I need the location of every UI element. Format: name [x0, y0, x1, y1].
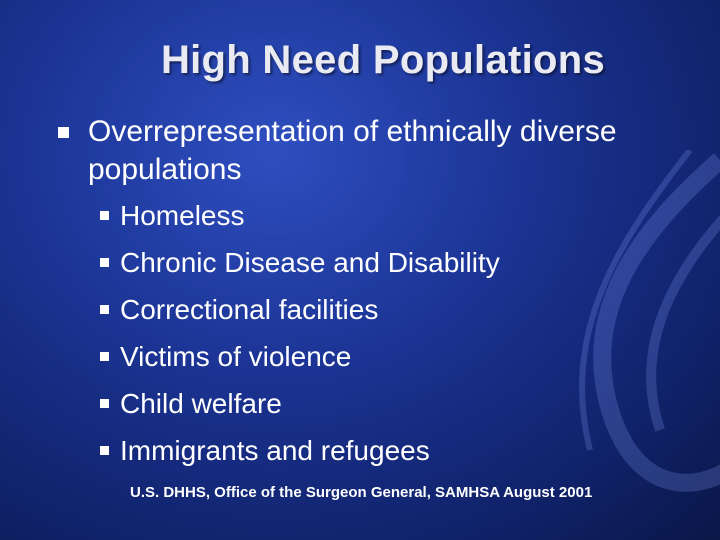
slide-title: High Need Populations [160, 38, 606, 82]
background-swirl-decoration [579, 150, 720, 492]
sub-bullet-text: Correctional facilities [120, 294, 379, 325]
sub-bullet-text: Child welfare [120, 388, 282, 419]
sub-bullet-text: Victims of violence [120, 341, 352, 372]
bullet-square-icon [100, 305, 109, 314]
main-bullet-square-icon [58, 127, 69, 138]
main-bullet-text: Overrepresentation of ethnically diverse… [88, 115, 617, 186]
bullet-square-icon [100, 352, 109, 361]
bullet-square-icon [100, 446, 109, 455]
bullet-square-icon [100, 258, 109, 267]
bullet-square-icon [100, 211, 109, 220]
bullet-square-icon [100, 399, 109, 408]
sub-bullet-text: Chronic Disease and Disability [120, 247, 500, 278]
source-citation: U.S. DHHS, Office of the Surgeon General… [130, 484, 593, 501]
sub-bullet-text: Homeless [120, 200, 245, 231]
sub-bullet-text: Immigrants and refugees [120, 435, 430, 466]
